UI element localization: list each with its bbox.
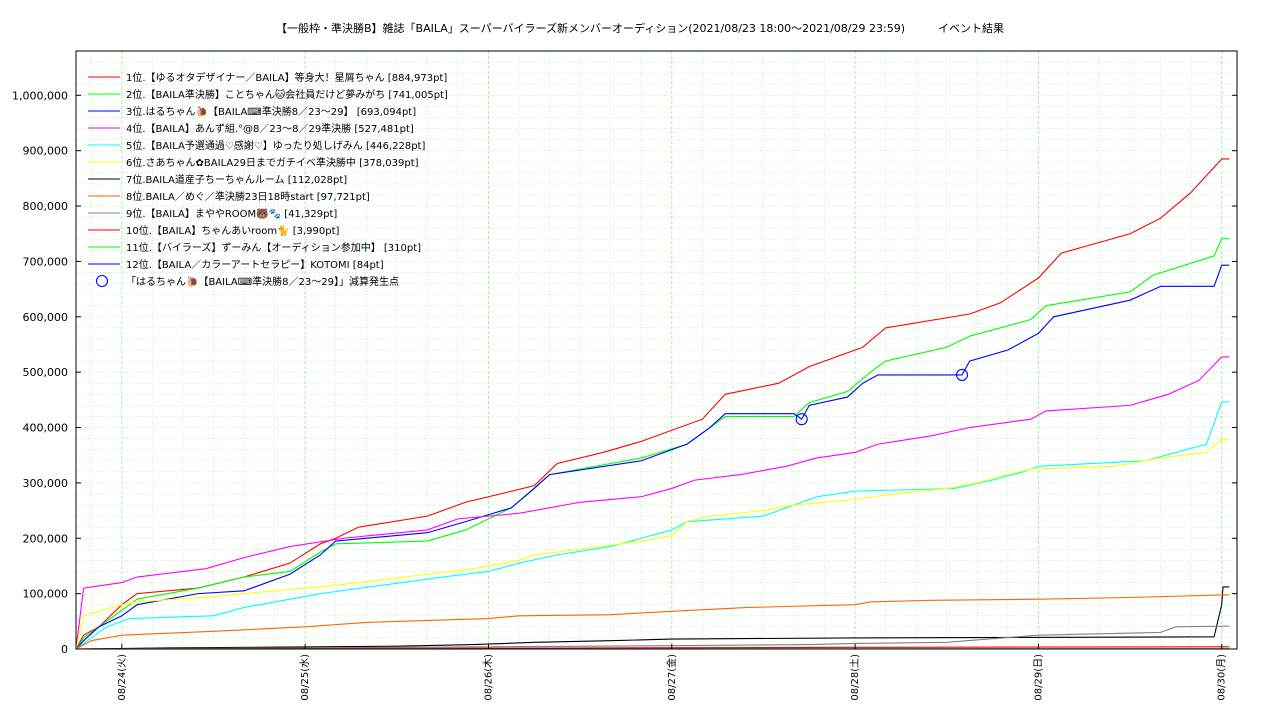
y-tick-label: 500,000	[23, 366, 69, 379]
legend-label-9: 9位.【BAILA】まややROOM🐻🐾 [41,329pt]	[126, 207, 337, 220]
y-tick-label: 900,000	[23, 145, 69, 158]
chart-title: 【一般枠・準決勝B】雑誌「BAILA」スーパーバイラーズ新メンバーオーディション…	[275, 22, 1004, 35]
legend-layer: 1位.【ゆるオタデザイナー／BAILA】等身大！星屑ちゃん [884,973pt…	[88, 71, 448, 288]
x-tick-label: 08/27(金)	[665, 654, 678, 701]
legend-label-3: 3位.はるちゃん🐌【BAILA⌨準決勝8／23〜29】 [693,094pt]	[126, 105, 416, 118]
y-tick-label: 100,000	[23, 588, 69, 601]
series-line-9	[75, 625, 1230, 650]
x-tick-label: 08/28(土)	[848, 654, 861, 701]
legend-label-1: 1位.【ゆるオタデザイナー／BAILA】等身大！星屑ちゃん [884,973pt…	[126, 71, 447, 84]
series-line-4	[75, 356, 1230, 650]
legend-label-2: 2位.【BAILA準決勝】ことちゃん🐱会社員だけど夢みがち [741,005pt…	[126, 88, 448, 101]
y-tick-label: 800,000	[23, 200, 69, 213]
series-line-6	[75, 439, 1230, 650]
axis-layer: 0 100,000 200,000 300,000 400,000 500,000 600,…	[12, 50, 1238, 701]
x-tick-label: 08/30(月)	[1216, 654, 1228, 701]
x-tick-label: 08/24(火)	[116, 654, 128, 701]
y-tick-label: 0	[61, 643, 68, 656]
y-tick-label: 700,000	[23, 255, 69, 268]
legend-marker-label: 「はるちゃん🐌【BAILA⌨準決勝8／23〜29】」減算発生点	[126, 275, 399, 288]
y-tick-label: 400,000	[23, 422, 69, 435]
legend-label-10: 10位.【BAILA】ちゃんあいroom🐈 [3,990pt]	[126, 224, 339, 237]
y-tick-label: 300,000	[23, 477, 69, 490]
plot-frame	[75, 50, 1238, 650]
legend-marker-swatch	[95, 274, 109, 288]
legend-label-12: 12位.【BAILA／カラーアートセラピー】KOTOMI [84pt]	[126, 258, 384, 271]
series-line-3	[75, 264, 1230, 650]
y-tick-label: 1,000,000	[12, 89, 68, 102]
legend-label-11: 11位.【バイラーズ】ずーみん【オーディション参加中】 [310pt]	[126, 241, 421, 254]
series-line-5	[75, 401, 1230, 650]
legend-label-5: 5位.【BAILA予選通過♡感謝♡】ゆったり処しげみん [446,228pt]	[126, 139, 425, 152]
legend-label-8: 8位.BAILA／めぐ／準決勝23日18時start [97,721pt]	[126, 190, 370, 203]
x-tick-label: 08/26(木)	[482, 654, 494, 701]
x-tick-label: 08/29(日)	[1033, 654, 1044, 701]
y-tick-label: 600,000	[23, 311, 69, 324]
grid-layer	[76, 50, 1237, 650]
legend-label-4: 4位.【BAILA】あんず組.°@8／23〜8／29準決勝 [527,481pt…	[126, 122, 414, 135]
deduction-marker	[795, 413, 808, 426]
legend-label-6: 6位.さあちゃん✿BAILA29日までガチイベ準決勝中 [378,039pt]	[126, 156, 419, 169]
series-line-7	[75, 586, 1230, 650]
series-line-2	[75, 238, 1230, 650]
x-tick-label: 08/25(水)	[299, 654, 311, 701]
y-tick-label: 200,000	[23, 532, 69, 545]
marker-layer	[795, 368, 969, 426]
series-line-8	[75, 594, 1230, 650]
deduction-marker	[955, 368, 969, 381]
legend-label-7: 7位.BAILA道産子ちーちゃんルーム [112,028pt]	[126, 173, 347, 186]
